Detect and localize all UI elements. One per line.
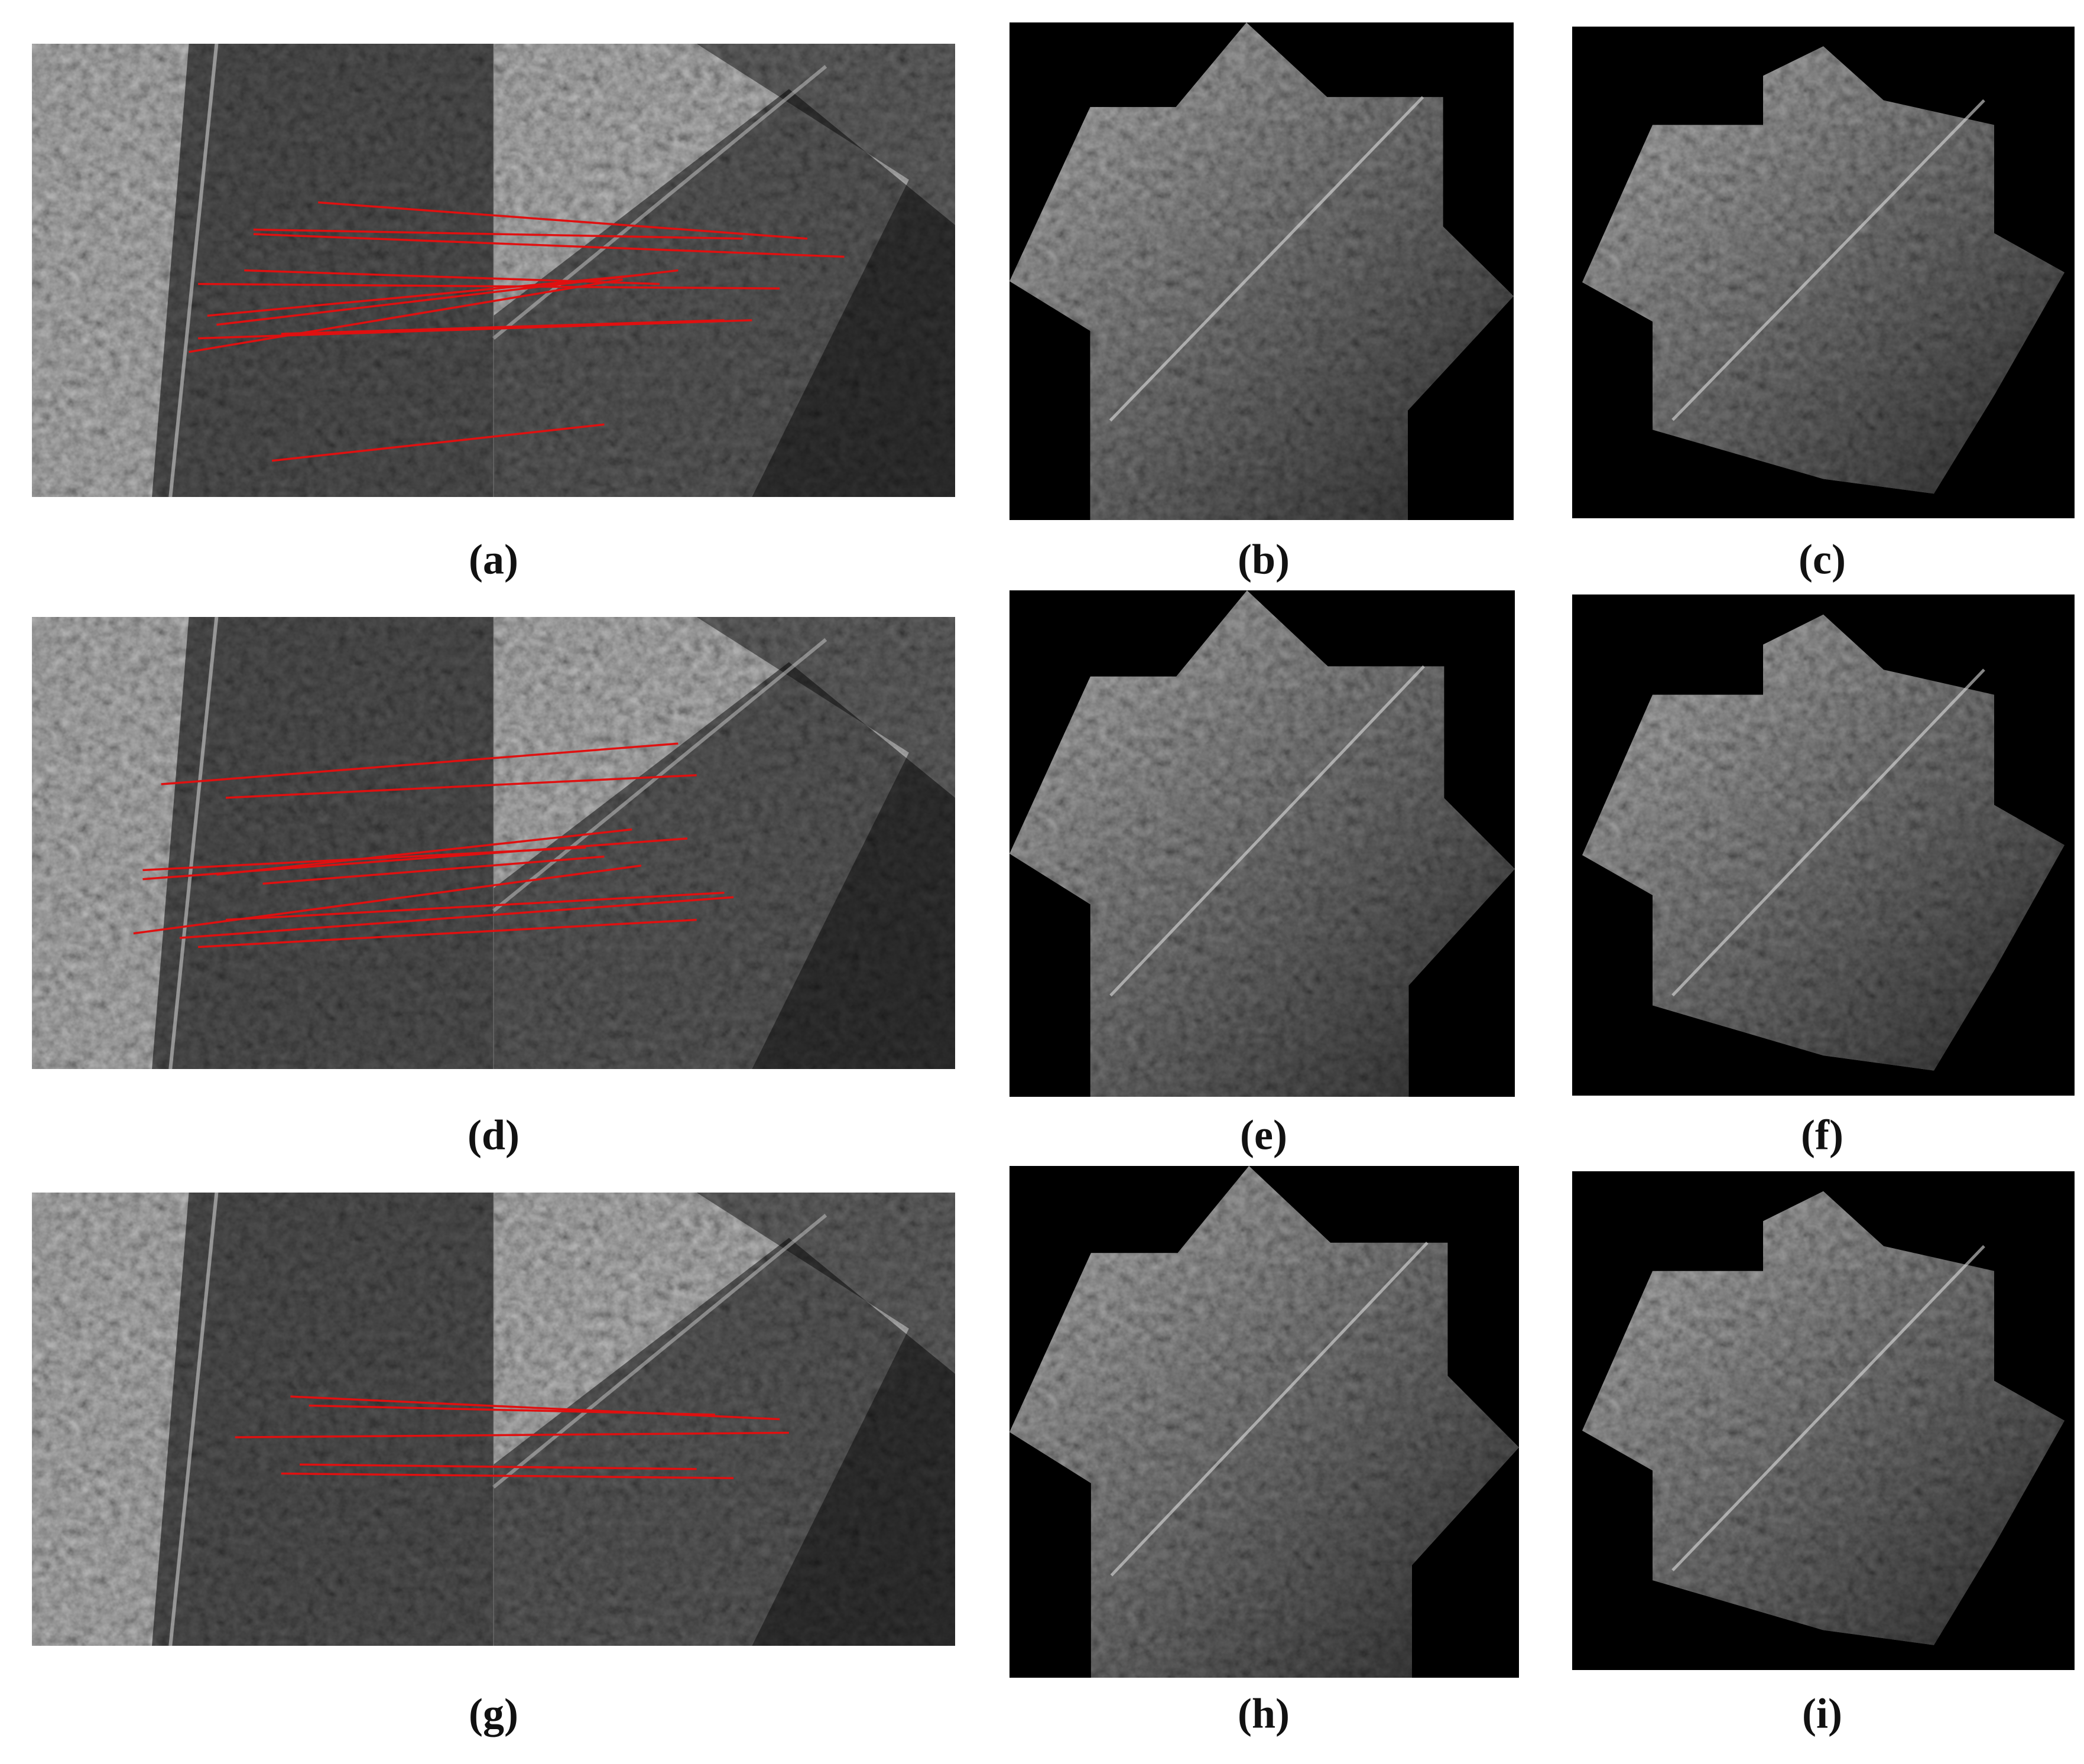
panel-grid: (a) (b) (c) (d) (e) (f) (g) (h) (i) [32, 22, 2075, 1737]
sar-image [1009, 590, 1515, 1097]
road [492, 638, 827, 912]
match-line [281, 1472, 734, 1479]
road [1671, 668, 1985, 997]
panel-label: (i) [1802, 1690, 1842, 1737]
panel-label: (b) [1238, 536, 1290, 583]
panel-label: (e) [1240, 1112, 1287, 1159]
road [168, 1192, 219, 1646]
shadow-region [152, 617, 494, 1069]
warped-image-shade [1582, 1191, 2064, 1645]
match-line [235, 1431, 789, 1438]
road [492, 65, 827, 340]
match-line [179, 896, 734, 939]
road [1671, 1245, 1985, 1571]
sar-image [32, 616, 955, 1070]
match-line [225, 891, 725, 921]
sar-image [32, 43, 955, 498]
shadow-region [494, 662, 955, 1069]
match-line [142, 846, 586, 872]
panel-label: (h) [1238, 1690, 1290, 1737]
shadow-region [152, 1193, 494, 1646]
sar-image [1572, 1171, 2075, 1670]
match-line [318, 201, 808, 240]
sar-image [1572, 27, 2075, 518]
panel-label: (c) [1799, 536, 1846, 583]
sar-image [1009, 22, 1514, 520]
shadow-region [494, 89, 955, 497]
sar-image [1009, 1166, 1519, 1678]
match-line [216, 269, 679, 326]
warped-image-shade [1582, 614, 2064, 1071]
panel-label: (g) [469, 1690, 518, 1737]
road [168, 616, 219, 1070]
shadow-region [152, 44, 494, 497]
road [1110, 1242, 1429, 1577]
match-line [207, 274, 642, 317]
road [1109, 665, 1425, 997]
match-line [225, 774, 697, 799]
road [492, 1214, 827, 1489]
match-line [216, 828, 632, 876]
match-line [161, 742, 679, 785]
match-line [198, 282, 780, 290]
panel-label: (f) [1801, 1112, 1843, 1159]
panel-label: (a) [469, 536, 518, 583]
match-line [299, 1463, 697, 1470]
road [168, 43, 219, 498]
match-line [133, 865, 642, 935]
sar-image [32, 1192, 955, 1646]
match-line [189, 278, 623, 353]
match-line [290, 1395, 780, 1421]
panel-label: (d) [468, 1112, 520, 1159]
match-line [281, 319, 725, 335]
match-line [253, 233, 845, 258]
road [1109, 96, 1424, 422]
match-line [262, 855, 605, 885]
match-line [271, 423, 605, 462]
warped-image-shade [1582, 46, 2064, 494]
sar-image [1572, 595, 2075, 1096]
match-line [253, 228, 743, 240]
road [1671, 99, 1985, 421]
shadow-region [494, 1237, 955, 1646]
match-line [198, 918, 697, 948]
match-line [309, 1404, 715, 1416]
